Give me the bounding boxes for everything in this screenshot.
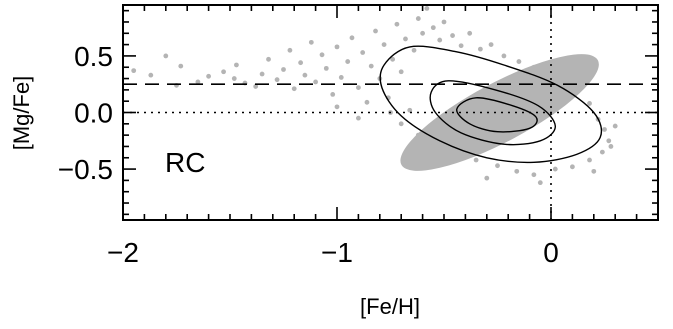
data-point bbox=[266, 56, 271, 62]
data-point bbox=[424, 5, 430, 11]
data-point bbox=[274, 77, 280, 83]
data-point bbox=[477, 46, 483, 52]
data-point bbox=[531, 172, 537, 178]
data-point bbox=[356, 115, 361, 121]
data-point bbox=[291, 86, 297, 92]
y-axis-label: [Mg/Fe] bbox=[9, 76, 34, 151]
data-point bbox=[450, 33, 455, 38]
contour-outer bbox=[379, 45, 603, 164]
data-point bbox=[394, 21, 400, 27]
data-point bbox=[602, 127, 607, 132]
data-point bbox=[178, 63, 184, 69]
data-point bbox=[587, 157, 592, 163]
data-point bbox=[437, 37, 443, 43]
data-point bbox=[221, 69, 226, 75]
data-point bbox=[587, 101, 592, 106]
data-point bbox=[319, 52, 325, 58]
data-point bbox=[599, 149, 605, 155]
data-point bbox=[298, 60, 304, 66]
data-point bbox=[403, 36, 408, 42]
data-point bbox=[163, 53, 169, 59]
data-point bbox=[415, 16, 421, 21]
x-tick-labels: −2 −1 0 bbox=[107, 237, 559, 268]
data-point bbox=[356, 85, 361, 91]
data-point bbox=[559, 80, 565, 86]
contour-middle bbox=[429, 80, 556, 146]
data-point bbox=[253, 84, 259, 89]
data-point-cloud bbox=[400, 54, 599, 171]
data-point bbox=[398, 69, 404, 75]
data-point bbox=[407, 107, 413, 113]
data-point bbox=[373, 28, 378, 34]
data-point bbox=[381, 42, 387, 48]
data-point bbox=[334, 104, 340, 110]
data-point bbox=[313, 79, 318, 85]
x-tick-label: −2 bbox=[107, 237, 139, 268]
data-point bbox=[287, 47, 293, 53]
data-point bbox=[131, 68, 137, 74]
x-tick-label: 0 bbox=[543, 237, 559, 268]
data-point bbox=[259, 71, 265, 77]
data-point bbox=[544, 72, 550, 78]
data-point bbox=[495, 163, 500, 169]
data-point bbox=[441, 19, 447, 25]
data-point bbox=[415, 132, 421, 138]
data-point bbox=[531, 64, 537, 70]
data-point bbox=[349, 35, 355, 41]
data-point bbox=[231, 76, 237, 81]
data-point bbox=[484, 175, 490, 181]
data-point bbox=[195, 79, 201, 85]
contour-inner bbox=[456, 97, 538, 133]
data-point bbox=[501, 53, 507, 59]
data-point bbox=[398, 121, 404, 127]
data-point bbox=[612, 123, 618, 129]
panel-label: RC bbox=[165, 147, 205, 178]
data-point bbox=[206, 73, 212, 79]
data-point bbox=[308, 39, 314, 45]
data-point bbox=[516, 59, 522, 64]
data-point bbox=[281, 67, 286, 72]
y-tick-label: 0.0 bbox=[74, 98, 113, 129]
data-point bbox=[430, 140, 436, 146]
y-tick-labels: 0.5 0.0 −0.5 bbox=[58, 41, 113, 185]
data-point bbox=[345, 59, 351, 64]
data-point bbox=[574, 89, 580, 95]
x-axis-label: [Fe/H] bbox=[360, 294, 420, 319]
data-point bbox=[467, 30, 473, 36]
data-point bbox=[591, 168, 597, 174]
data-points bbox=[131, 5, 618, 186]
data-point bbox=[148, 72, 154, 78]
data-point bbox=[552, 166, 558, 172]
data-point bbox=[514, 168, 520, 174]
density-contours bbox=[379, 45, 603, 164]
data-point bbox=[473, 157, 479, 163]
data-point bbox=[390, 56, 396, 62]
axis-ticks bbox=[123, 5, 658, 220]
data-point bbox=[234, 62, 239, 68]
data-point bbox=[488, 42, 494, 48]
data-point bbox=[364, 99, 370, 105]
reference-lines bbox=[123, 5, 658, 220]
data-point bbox=[411, 47, 417, 53]
data-point bbox=[323, 65, 329, 71]
data-point bbox=[338, 75, 344, 80]
data-point bbox=[606, 138, 612, 144]
data-point bbox=[368, 63, 374, 69]
scatter-layer bbox=[131, 5, 618, 186]
data-point bbox=[430, 25, 436, 31]
data-point bbox=[580, 76, 586, 81]
data-point bbox=[334, 44, 340, 50]
data-point bbox=[360, 50, 366, 55]
data-point bbox=[420, 30, 425, 36]
y-tick-label: −0.5 bbox=[58, 154, 113, 185]
data-point bbox=[608, 144, 614, 149]
data-point bbox=[330, 91, 336, 97]
y-tick-label: 0.5 bbox=[74, 41, 113, 72]
data-point bbox=[537, 180, 543, 186]
data-point bbox=[302, 72, 308, 78]
data-point bbox=[570, 164, 575, 170]
x-tick-label: −1 bbox=[321, 237, 353, 268]
data-point bbox=[458, 43, 464, 49]
